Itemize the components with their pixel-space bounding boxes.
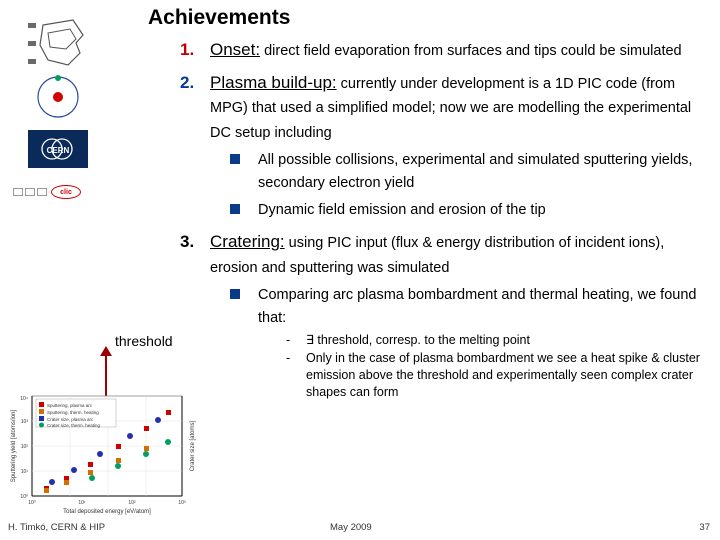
item-topic: Plasma build-up: [210, 73, 337, 92]
svg-text:Crater size, plasma arc: Crater size, plasma arc [47, 417, 94, 422]
item-topic: Onset: [210, 40, 260, 59]
svg-text:Sputtering, therm. heating: Sputtering, therm. heating [47, 410, 99, 415]
item-number: 2. [180, 69, 194, 96]
footer-page-number: 37 [699, 522, 710, 533]
chart-ylabel-left: Sputtering yield [atoms/ion] [11, 409, 17, 482]
bullet-text: Comparing arc plasma bombardment and the… [258, 287, 696, 326]
cern-logo: CERN [8, 126, 108, 172]
bullet-item: All possible collisions, experimental an… [230, 149, 710, 195]
item-onset: 1. Onset: direct field evaporation from … [180, 36, 710, 63]
item-cratering: 3. Cratering: using PIC input (flux & en… [180, 228, 710, 400]
dash-item: Only in the case of plasma bombardment w… [286, 350, 710, 401]
svg-text:10⁰: 10⁰ [20, 494, 28, 500]
slide: { "title": "Achievements", "items": [ { … [0, 0, 720, 540]
bullet-item: Dynamic field emission and erosion of th… [230, 199, 710, 222]
dash-text: Only in the case of plasma bombardment w… [306, 351, 700, 399]
content-body: 1. Onset: direct field evaporation from … [180, 36, 710, 407]
svg-text:10³: 10³ [21, 419, 29, 425]
bullet-text: All possible collisions, experimental an… [258, 152, 692, 191]
atom-icon [8, 74, 108, 120]
logo-column: CERN clic [8, 22, 116, 212]
square-bullet-icon [230, 204, 240, 214]
item-topic: Cratering: [210, 232, 285, 251]
item-number: 3. [180, 228, 194, 255]
square-bullet-icon [230, 154, 240, 164]
svg-text:10³: 10³ [178, 500, 186, 506]
threshold-label: threshold [115, 333, 173, 349]
svg-text:10⁰: 10⁰ [28, 500, 36, 506]
item-text: direct field evaporation from surfaces a… [260, 43, 682, 59]
svg-text:10²: 10² [128, 500, 136, 506]
svg-text:10²: 10² [21, 444, 29, 450]
svg-text:CERN: CERN [47, 146, 70, 155]
footer-date: May 2009 [330, 522, 372, 533]
item-plasma: 2. Plasma build-up: currently under deve… [180, 69, 710, 222]
svg-text:10¹: 10¹ [78, 500, 86, 506]
clic-logo: clic [8, 178, 108, 206]
bullet-text: Dynamic field emission and erosion of th… [258, 202, 546, 218]
dash-item: ∃ threshold, corresp. to the melting poi… [286, 332, 710, 349]
helmet-icon [8, 22, 108, 68]
svg-text:Sputtering, plasma arc: Sputtering, plasma arc [47, 403, 93, 408]
svg-text:10¹: 10¹ [21, 469, 29, 475]
dash-text: ∃ threshold, corresp. to the melting poi… [306, 333, 530, 347]
item-number: 1. [180, 36, 194, 63]
threshold-arrow-head-icon [100, 346, 112, 356]
square-bullet-icon [230, 289, 240, 299]
page-title: Achievements [148, 6, 290, 30]
bullet-item: Comparing arc plasma bombardment and the… [230, 284, 710, 401]
svg-text:10⁴: 10⁴ [20, 396, 28, 402]
chart-plot: Sputtering, plasma arc Sputtering, therm… [8, 390, 198, 515]
footer-author: H. Timkó, CERN & HIP [8, 522, 105, 533]
chart-ylabel-right: Crater size [atoms] [190, 421, 196, 472]
chart-xlabel: Total deposited energy [eV/atom] [63, 509, 151, 515]
svg-text:Crater size, therm. heating: Crater size, therm. heating [47, 423, 101, 428]
